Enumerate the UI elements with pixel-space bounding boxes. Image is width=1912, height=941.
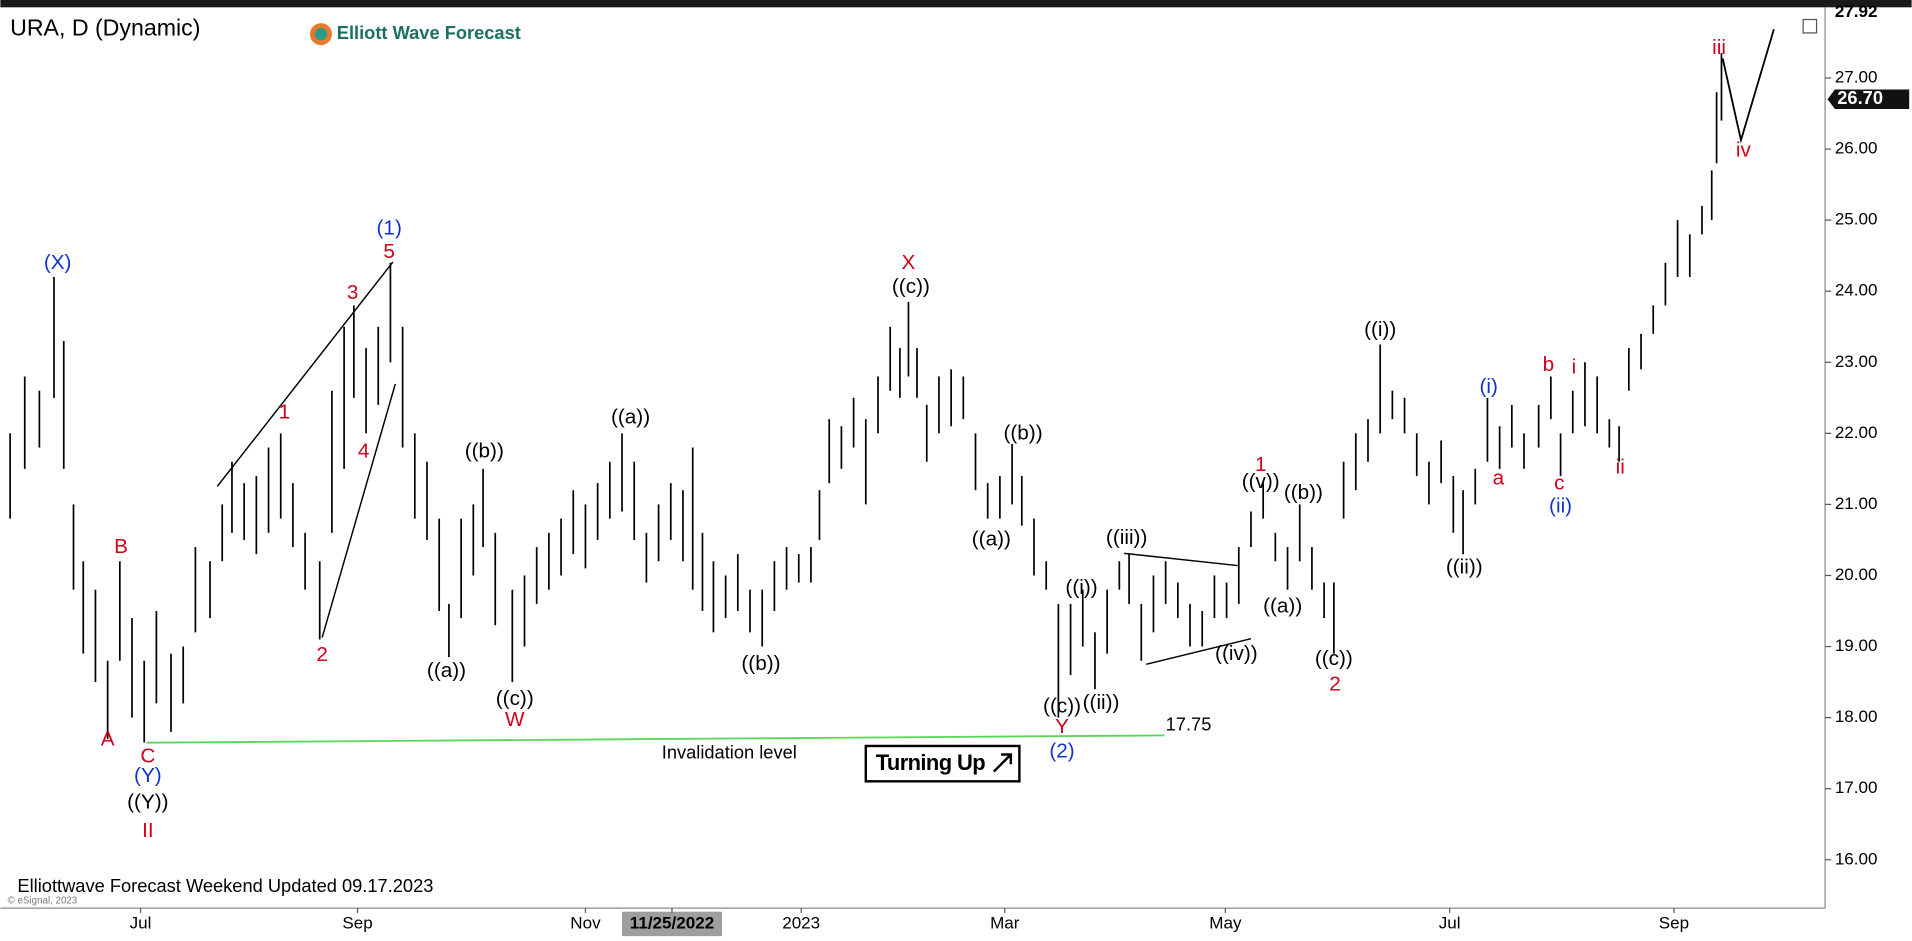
wave-label: W: [505, 708, 525, 731]
wave-label: (2): [1049, 740, 1074, 763]
wedge-line: [321, 383, 397, 638]
wave-label: 2: [316, 643, 328, 666]
wave-label: ((a)): [611, 406, 650, 429]
y-tick-label: 19.00: [1835, 636, 1878, 655]
chart-title: URA, D (Dynamic): [10, 14, 200, 40]
wave-label: (X): [44, 251, 72, 274]
high-price-label: 27.92: [1835, 2, 1878, 21]
wave-label: ((b)): [741, 652, 780, 675]
wave-label: 1: [1255, 453, 1267, 476]
wave-label: 3: [347, 281, 359, 304]
wave-label: 1: [279, 401, 291, 424]
wave-label: i: [1572, 356, 1577, 379]
wave-label: ii: [1616, 456, 1625, 479]
y-tick-label: 20.00: [1835, 565, 1878, 584]
wave-label: ((Y)): [127, 791, 168, 814]
invalidation-line: [146, 734, 1165, 744]
x-tick-label: Mar: [990, 913, 1020, 932]
y-tick-label: 27.00: [1835, 67, 1878, 86]
price-bars: [9, 53, 1723, 743]
y-tick-label: 21.00: [1835, 494, 1878, 513]
y-tick-label: 25.00: [1835, 210, 1878, 229]
x-tick-label: Sep: [1659, 913, 1689, 932]
wave-label: ((a)): [1263, 594, 1302, 617]
wave-label: iv: [1736, 139, 1752, 162]
wave-label: ((v)): [1242, 470, 1280, 493]
y-tick-label: 16.00: [1835, 849, 1878, 868]
footer: Elliottwave Forecast Weekend Updated 09.…: [17, 875, 433, 896]
x-tick-label: May: [1209, 913, 1242, 932]
wave-label: ((b)): [1003, 421, 1042, 444]
wave-label: II: [142, 819, 154, 842]
wave-label: Y: [1055, 715, 1069, 738]
y-tick-label: 22.00: [1835, 423, 1878, 442]
triangle-line: [1124, 552, 1238, 567]
last-price-pointer: [1827, 89, 1910, 110]
wave-label: (1): [377, 217, 402, 240]
wave-label: c: [1554, 471, 1564, 494]
x-tick-label: 2023: [782, 913, 820, 932]
signal-frame: [864, 744, 1021, 783]
copyright: © eSignal, 2023: [8, 895, 78, 906]
wave-label: ((i)): [1364, 318, 1396, 341]
wave-label: X: [902, 251, 916, 274]
triangle-line: [1145, 637, 1252, 666]
wave-label: (Y): [134, 764, 162, 787]
wave-label: ((a)): [427, 659, 466, 682]
wave-label: (ii): [1549, 495, 1572, 518]
y-tick-label: 24.00: [1835, 281, 1878, 300]
wave-label: iii: [1712, 36, 1726, 59]
wedge-line: [216, 261, 394, 487]
top-bar: [0, 0, 1912, 8]
wave-label: (i): [1479, 375, 1497, 398]
wave-label: ((i)): [1065, 576, 1097, 599]
wave-label: a: [1493, 467, 1505, 490]
wave-label: ((ii)): [1446, 555, 1483, 578]
x-tick-label: Jul: [1439, 913, 1461, 932]
window-button[interactable]: [1802, 18, 1818, 34]
x-tick-label: 11/25/2022: [630, 913, 714, 932]
logo: Elliott Wave Forecast: [309, 22, 521, 46]
wave-label: 2: [1329, 672, 1341, 695]
wave-label: B: [114, 535, 128, 558]
wave-label: ((c)): [1315, 647, 1353, 670]
y-tick-label: 18.00: [1835, 707, 1878, 726]
wave-label: ((b)): [465, 440, 504, 463]
wave-label: ((iii)): [1106, 526, 1147, 549]
signal-arrow: [992, 753, 1013, 773]
projection-path: [1721, 28, 1775, 144]
y-tick-label: 23.00: [1835, 352, 1878, 371]
wave-label: ((ii)): [1083, 691, 1120, 714]
y-tick-label: 26.00: [1835, 139, 1878, 158]
invalidation-value: 17.75: [1166, 713, 1212, 734]
last-price-label: 26.70: [1837, 87, 1883, 108]
signal-box: Turning Up: [864, 744, 1021, 783]
x-tick-highlight: [622, 911, 722, 937]
wave-label: ((iv)): [1215, 642, 1258, 665]
wave-label: 4: [358, 440, 370, 463]
wave-label: b: [1543, 353, 1555, 376]
signal-text: Turning Up: [876, 750, 985, 775]
wave-label: ((c)): [892, 275, 930, 298]
invalidation-label: Invalidation level: [662, 741, 797, 762]
logo-icon-inner: [314, 28, 328, 41]
x-tick-label: Jul: [130, 913, 152, 932]
logo-text: Elliott Wave Forecast: [337, 22, 521, 43]
wave-label: A: [101, 727, 115, 750]
x-tick-label: Sep: [342, 913, 372, 932]
wave-label: 5: [383, 240, 395, 263]
wave-label: ((a)): [972, 527, 1011, 550]
wave-label: ((b)): [1284, 481, 1323, 504]
wave-label: ((c)): [1043, 694, 1081, 717]
wave-label: ((c)): [496, 687, 534, 710]
wave-label: C: [140, 744, 155, 767]
y-tick-label: 17.00: [1835, 778, 1878, 797]
x-tick-label: Nov: [570, 913, 601, 932]
